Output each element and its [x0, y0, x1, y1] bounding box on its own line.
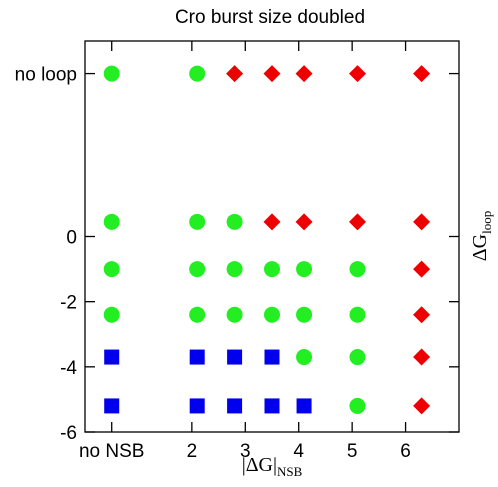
data-point-circle — [189, 65, 206, 82]
y-tick-label: -2 — [60, 293, 77, 314]
data-point-circle — [264, 261, 280, 278]
x-axis-label: |ΔG|NSB — [242, 454, 303, 479]
y-tick-label: no loop — [15, 65, 77, 86]
data-point-square — [264, 398, 280, 414]
data-point-circle — [349, 349, 366, 366]
data-point-diamond — [295, 65, 313, 83]
data-point-circle — [264, 306, 280, 323]
x-tick-label: 4 — [293, 441, 304, 462]
data-point-diamond — [263, 65, 281, 83]
data-point-circle — [296, 261, 313, 278]
data-point-circle — [226, 213, 243, 230]
data-point-circle — [189, 261, 206, 278]
data-point-square — [189, 349, 205, 365]
data-point-diamond — [413, 213, 431, 231]
data-point-diamond — [263, 213, 281, 231]
data-point-diamond — [226, 65, 244, 83]
data-point-circle — [103, 213, 120, 230]
y-axis-label-sub: loop — [479, 211, 494, 234]
y-axis-label: ΔGloop — [469, 211, 494, 261]
data-point-circle — [189, 306, 206, 323]
x-axis-label-main: |ΔG| — [242, 454, 277, 476]
data-point-diamond — [348, 65, 366, 83]
data-point-square — [227, 349, 243, 365]
data-point-circle — [226, 261, 243, 278]
x-tick-label: 2 — [187, 441, 198, 462]
x-tick-label: 6 — [400, 441, 411, 462]
data-point-circle — [226, 306, 243, 323]
data-point-circle — [103, 261, 120, 278]
y-tick-label: 0 — [66, 228, 77, 249]
data-point-square — [296, 398, 312, 414]
data-point-circle — [349, 306, 366, 323]
x-axis-ticks: no NSB 2 3 4 5 6 — [79, 41, 411, 462]
data-point-diamond — [348, 213, 366, 231]
data-point-diamond — [413, 306, 431, 324]
data-point-circle — [103, 65, 120, 82]
data-point-diamond — [413, 348, 431, 366]
data-point-diamond — [295, 213, 313, 231]
data-point-square — [104, 398, 120, 414]
data-points — [103, 65, 431, 415]
data-point-square — [104, 349, 120, 365]
data-point-circle — [296, 349, 313, 366]
data-point-square — [227, 398, 243, 414]
y-axis-ticks: no loop 0 -2 -4 -6 — [15, 65, 459, 444]
data-point-diamond — [413, 260, 431, 278]
y-tick-label: -6 — [60, 423, 77, 444]
data-point-circle — [103, 306, 120, 323]
x-axis-label-sub: NSB — [277, 464, 303, 479]
data-point-circle — [349, 261, 366, 278]
x-tick-label: 5 — [347, 441, 358, 462]
plot-frame — [84, 40, 460, 433]
y-axis-label-main: ΔG — [469, 234, 491, 261]
data-point-circle — [189, 213, 206, 230]
x-tick-label: 3 — [240, 441, 251, 462]
y-tick-label: -4 — [60, 358, 77, 379]
data-point-square — [189, 398, 205, 414]
data-point-square — [264, 349, 280, 365]
data-point-diamond — [413, 65, 431, 83]
data-point-circle — [349, 397, 366, 414]
x-tick-label: no NSB — [79, 441, 144, 462]
chart-title: Cro burst size doubled — [175, 7, 365, 28]
data-point-diamond — [413, 397, 431, 415]
data-point-circle — [296, 306, 313, 323]
